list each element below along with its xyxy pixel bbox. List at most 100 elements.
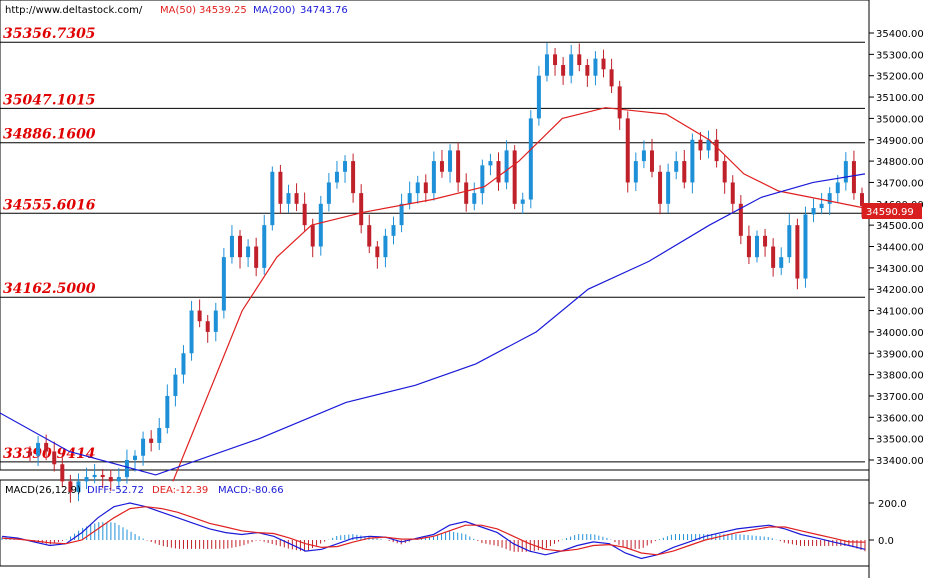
candle-body <box>399 203 404 226</box>
candle-body <box>141 438 146 456</box>
last-price-value: 34590.99 <box>866 207 914 218</box>
candle-body <box>617 86 622 119</box>
ma200-label: MA(200) <box>253 5 295 16</box>
candle-body <box>262 225 267 268</box>
macd-title: MACD(26,12,9) <box>5 485 81 496</box>
price-tick-label: 34000.00 <box>876 328 924 339</box>
price-tick-label: 34500.00 <box>876 221 924 232</box>
candle-body <box>52 451 57 465</box>
candle-body <box>754 235 759 258</box>
candle-body <box>472 193 477 204</box>
price-tick-label: 33700.00 <box>876 392 924 403</box>
candle-body <box>124 460 129 478</box>
candle-body <box>561 65 566 76</box>
price-tick-label: 34200.00 <box>876 285 924 296</box>
price-tick-label: 34400.00 <box>876 243 924 254</box>
candle-body <box>270 171 275 226</box>
candle-body <box>60 464 65 482</box>
candle-body <box>730 182 735 204</box>
candle-body <box>536 75 541 119</box>
candle-body <box>229 235 234 258</box>
candle-body <box>787 225 792 258</box>
candle-body <box>36 442 41 456</box>
candle-body <box>851 161 856 194</box>
candle-body <box>520 199 525 204</box>
macd-tick-label: 0.0 <box>878 536 894 547</box>
price-tick-label: 34100.00 <box>876 307 924 318</box>
candle-body <box>343 161 348 172</box>
candle-body <box>803 214 808 279</box>
candle-body <box>278 171 283 204</box>
source-url: http://www.deltastock.com/ <box>5 5 143 16</box>
candle-body <box>674 161 679 172</box>
candle-body <box>763 235 768 247</box>
candle-body <box>795 225 800 279</box>
level-label: 34886.1600 <box>3 127 96 143</box>
price-tick-label: 34800.00 <box>876 157 924 168</box>
ma50-value: 34539.25 <box>199 5 247 16</box>
macd-axis: 200.0 0.0 <box>869 499 907 547</box>
ma50-line <box>172 107 866 482</box>
candle-body <box>68 481 73 493</box>
candle-body <box>246 246 251 258</box>
candle-body <box>738 203 743 236</box>
price-tick-label: 35400.00 <box>876 29 924 40</box>
candle-body <box>811 208 816 215</box>
support-resistance-levels: 35356.7305 35047.1015 34886.1600 34555.6016… <box>0 26 865 463</box>
macd-panel-frame <box>0 479 870 567</box>
candle-body <box>585 65 590 76</box>
level-label: 35356.7305 <box>3 26 96 42</box>
candle-body <box>44 442 49 452</box>
price-tick-label: 35000.00 <box>876 114 924 125</box>
candle-body <box>415 182 420 194</box>
candle-body <box>456 150 461 183</box>
candle-body <box>221 257 226 311</box>
price-panel-frame <box>0 0 870 471</box>
candle-body <box>326 182 331 204</box>
macd-series <box>1 502 866 560</box>
price-tick-label: 35100.00 <box>876 93 924 104</box>
candle-body <box>181 353 186 375</box>
candle-body <box>407 193 412 204</box>
candle-body <box>149 438 154 443</box>
candle-body <box>641 150 646 162</box>
macd-tick-label: 200.0 <box>878 499 907 510</box>
candle-body <box>165 395 170 428</box>
candle-body <box>480 165 485 194</box>
candle-body <box>28 451 32 456</box>
candle-body <box>771 246 776 268</box>
candle-body <box>843 161 848 183</box>
level-label: 35047.1015 <box>3 92 96 108</box>
candle-body <box>189 310 194 354</box>
candle-body <box>835 182 840 194</box>
price-tick-label: 33400.00 <box>876 456 924 467</box>
price-tick-label: 33900.00 <box>876 349 924 360</box>
candlesticks <box>28 43 864 503</box>
candle-body <box>553 54 558 66</box>
price-tick-label: 33600.00 <box>876 413 924 424</box>
candle-body <box>367 225 372 247</box>
candle-body <box>173 374 178 396</box>
candle-body <box>286 193 291 204</box>
candle-body <box>116 477 121 482</box>
candle-body <box>351 161 356 194</box>
candle-body <box>294 193 299 204</box>
candle-body <box>544 54 549 76</box>
candle-body <box>423 182 428 194</box>
candle-body <box>601 58 606 70</box>
macd-dea-line <box>1 506 866 556</box>
candle-body <box>779 257 784 268</box>
candle-body <box>383 235 388 258</box>
candle-body <box>593 58 598 76</box>
candle-body <box>488 161 493 166</box>
candle-body <box>310 225 315 247</box>
candle-body <box>860 193 864 206</box>
candle-body <box>504 150 509 183</box>
ma200-line <box>0 173 866 476</box>
level-label: 33390.9414 <box>3 446 96 462</box>
moving-averages <box>0 107 866 482</box>
candle-body <box>213 310 218 332</box>
candle-body <box>100 474 105 478</box>
